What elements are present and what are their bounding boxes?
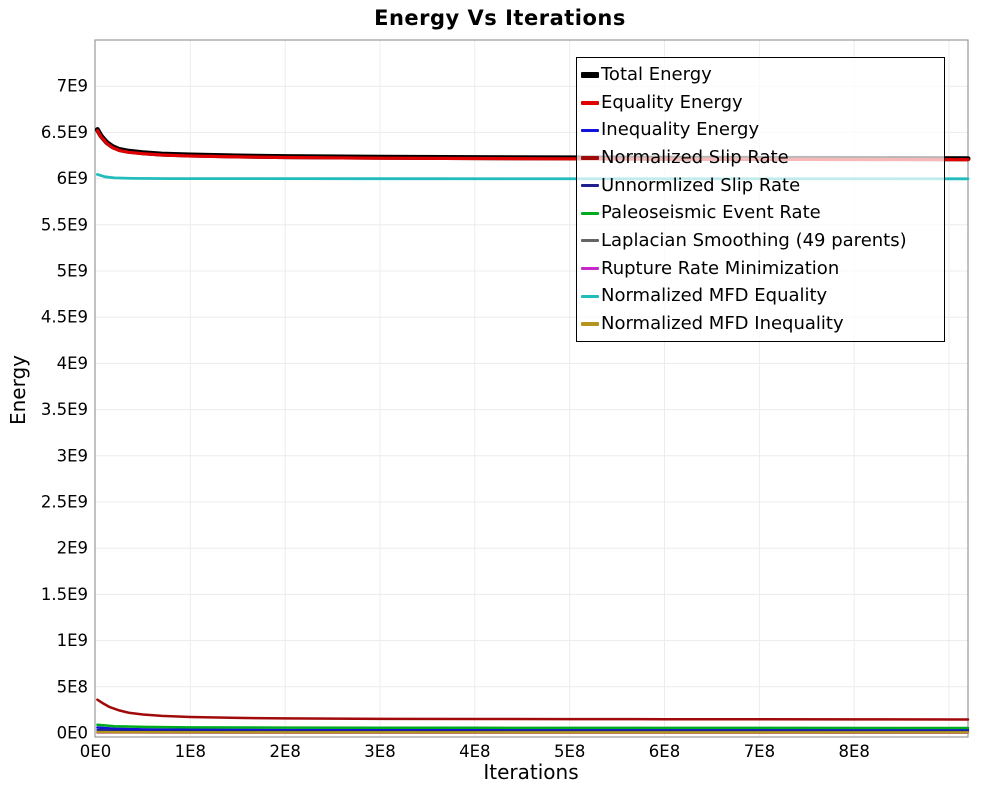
- legend-item-inequality-energy: Inequality Energy: [581, 117, 940, 143]
- legend-swatch: [581, 239, 599, 243]
- legend-item-total-energy: Total Energy: [581, 62, 940, 88]
- series-line-normalized-slip-rate: [96, 698, 970, 721]
- legend-swatch: [581, 267, 599, 271]
- x-tick-label: 0E0: [80, 742, 111, 761]
- x-axis-title: Iterations: [483, 760, 579, 784]
- legend-label: Normalized MFD Inequality: [601, 313, 844, 335]
- legend-label: Rupture Rate Minimization: [601, 257, 840, 279]
- legend-label: Normalized Slip Rate: [601, 146, 789, 168]
- legend: Total Energy Equality Energy Inequality En…: [576, 57, 945, 342]
- x-tick-label: 4E8: [459, 742, 490, 761]
- series-line-paleoseismic-event-rate: [96, 723, 970, 730]
- legend-swatch: [581, 100, 599, 105]
- legend-label: Paleoseismic Event Rate: [601, 202, 821, 224]
- y-tick-label: 5E9: [57, 262, 88, 281]
- y-tick-label: 6E9: [57, 169, 88, 188]
- y-tick-label: 3.5E9: [41, 400, 88, 419]
- y-tick-label: 6.5E9: [41, 123, 88, 142]
- y-tick-label: 7E9: [57, 77, 88, 96]
- y-tick-label: 4E9: [57, 354, 88, 373]
- legend-label: Laplacian Smoothing (49 parents): [601, 229, 907, 251]
- legend-label: Total Energy: [601, 63, 712, 85]
- y-tick-label: 4.5E9: [41, 308, 88, 327]
- legend-item-paleoseismic-event-rate: Paleoseismic Event Rate: [581, 200, 940, 226]
- x-tick-label: 7E8: [744, 742, 775, 761]
- x-tick-label: 8E8: [838, 742, 869, 761]
- legend-label: Inequality Energy: [601, 119, 760, 141]
- legend-item-normalized-mfd-inequality: Normalized MFD Inequality: [581, 311, 940, 337]
- y-tick-label: 1.5E9: [41, 585, 88, 604]
- x-tick-label: 5E8: [554, 742, 585, 761]
- chart-title: Energy Vs Iterations: [374, 6, 626, 30]
- x-tick-label: 3E8: [364, 742, 395, 761]
- legend-swatch: [581, 211, 599, 215]
- y-tick-label: 3E9: [57, 446, 88, 465]
- x-tick-label: 6E8: [649, 742, 680, 761]
- x-tick-label: 1E8: [175, 742, 206, 761]
- series-line-inequality-energy: [96, 726, 970, 732]
- y-axis-title: Energy: [6, 354, 30, 426]
- y-tick-label: 2E9: [57, 539, 88, 558]
- y-tick-label: 5.5E9: [41, 215, 88, 234]
- legend-item-equality-energy: Equality Energy: [581, 90, 940, 116]
- legend-label: Normalized MFD Equality: [601, 285, 828, 307]
- legend-swatch: [581, 294, 599, 299]
- y-tick-label: 5E8: [57, 677, 88, 696]
- legend-swatch: [581, 128, 599, 132]
- legend-label: Unnormlized Slip Rate: [601, 174, 801, 196]
- legend-swatch: [581, 184, 599, 188]
- legend-swatch: [581, 156, 599, 160]
- series-line-normalized-mfd-equality: [96, 173, 970, 181]
- legend-item-laplacian-smoothing-49-parents-: Laplacian Smoothing (49 parents): [581, 228, 940, 254]
- legend-item-normalized-mfd-equality: Normalized MFD Equality: [581, 283, 940, 309]
- y-tick-label: 0E0: [57, 724, 88, 743]
- legend-label: Equality Energy: [601, 91, 743, 113]
- legend-item-normalized-slip-rate: Normalized Slip Rate: [581, 145, 940, 171]
- y-tick-label: 2.5E9: [41, 493, 88, 512]
- legend-item-unnormlized-slip-rate: Unnormlized Slip Rate: [581, 173, 940, 199]
- legend-swatch: [581, 72, 599, 78]
- y-tick-label: 1E9: [57, 631, 88, 650]
- x-tick-label: 2E8: [269, 742, 300, 761]
- legend-swatch: [581, 322, 599, 326]
- plot-border: [94, 39, 969, 738]
- legend-item-rupture-rate-minimization: Rupture Rate Minimization: [581, 256, 940, 282]
